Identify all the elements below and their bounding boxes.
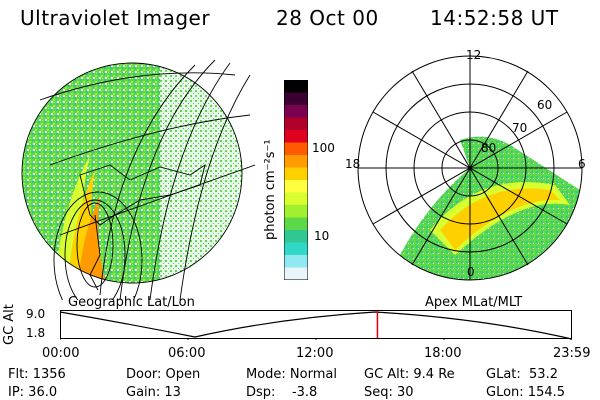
- colorbar-swatch: [284, 80, 308, 93]
- colorbar-unit-label: photon cm⁻²s⁻¹: [263, 139, 278, 240]
- timeline-x-tick-0600: 06:00: [168, 346, 206, 361]
- info-glon: GLon: 154.5: [486, 385, 566, 400]
- info-mode: Mode: Normal: [246, 367, 337, 382]
- colorbar-swatch: [284, 117, 308, 131]
- lat-label-70: 70: [512, 121, 528, 135]
- mlt-label-18: 18: [345, 157, 361, 171]
- mlt-label-6: 6: [578, 157, 586, 171]
- orbit-altitude-curve: [60, 311, 572, 340]
- polar-plot: [357, 55, 583, 281]
- colorbar-swatch: [284, 180, 308, 193]
- info-dsp: Dsp: -3.8: [246, 385, 318, 400]
- timeline-x-tick-2359: 23:59: [553, 346, 591, 361]
- app-title: Ultraviolet Imager: [20, 6, 211, 30]
- timeline-x-tick-0000: 00:00: [42, 346, 80, 361]
- colorbar-swatch: [284, 267, 308, 280]
- colorbar-swatch: [284, 105, 308, 118]
- timeline-y-axis-label: GC Alt: [2, 304, 17, 345]
- info-glat: GLat: 53.2: [486, 367, 558, 382]
- info-flt: Flt: 1356: [8, 367, 66, 382]
- auroral-oval: [390, 136, 580, 280]
- geographic-panel-label: Geographic Lat/Lon: [68, 295, 195, 310]
- colorbar-swatch: [284, 167, 308, 181]
- info-gc-alt: GC Alt: 9.4 Re: [364, 367, 455, 382]
- info-door: Door: Open: [126, 367, 201, 382]
- geographic-image-panel: [21, 59, 256, 300]
- colorbar: [284, 80, 308, 280]
- date-label: 28 Oct 00: [276, 6, 379, 30]
- mlt-label-12: 12: [466, 48, 482, 62]
- timeline-y-tick-low: 1.8: [26, 326, 46, 340]
- colorbar-swatch: [284, 142, 308, 156]
- mlt-label-0: 0: [467, 265, 475, 279]
- colorbar-tick-10: 10: [314, 229, 330, 243]
- colorbar-swatch: [284, 255, 308, 268]
- polar-grid: [357, 55, 583, 281]
- colorbar-swatch: [284, 217, 308, 231]
- timeline-y-tick-high: 9.0: [26, 307, 46, 321]
- info-ip: IP: 36.0: [8, 385, 58, 400]
- lat-label-80: 80: [481, 141, 497, 155]
- time-label: 14:52:58 UT: [430, 6, 559, 30]
- apex-panel-label: Apex MLat/MLT: [425, 295, 523, 310]
- timeline-ticks: [60, 338, 572, 340]
- colorbar-swatch: [284, 192, 308, 206]
- colorbar-swatches: [284, 80, 308, 280]
- colorbar-swatch: [284, 205, 308, 218]
- lat-label-60: 60: [537, 98, 553, 112]
- colorbar-swatch: [284, 230, 308, 243]
- info-seq: Seq: 30: [364, 385, 414, 400]
- colorbar-swatch: [284, 242, 308, 256]
- timeline-x-tick-1800: 18:00: [424, 346, 462, 361]
- colorbar-swatch: [284, 130, 308, 143]
- lat-lon-grid: [21, 59, 256, 300]
- orbit-altitude-plot: [60, 310, 572, 340]
- info-gain: Gain: 13: [126, 385, 181, 400]
- colorbar-swatch: [284, 155, 308, 168]
- colorbar-swatch: [284, 92, 308, 106]
- timeline-x-tick-1200: 12:00: [296, 346, 334, 361]
- colorbar-tick-100: 100: [312, 141, 335, 155]
